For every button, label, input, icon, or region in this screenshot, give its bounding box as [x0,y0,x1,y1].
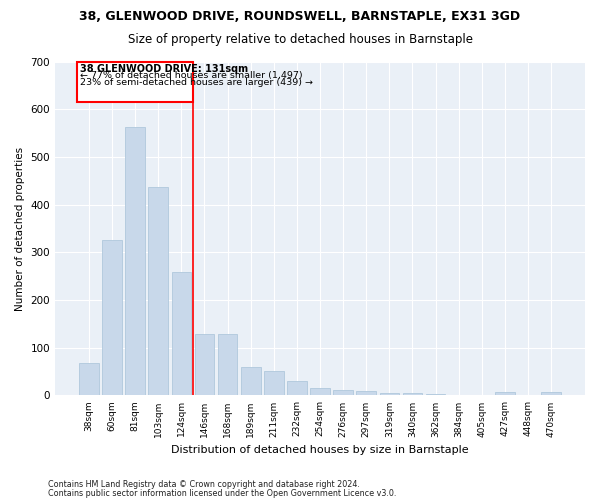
Bar [148,187,168,396]
Text: Size of property relative to detached houses in Barnstaple: Size of property relative to detached ho… [128,32,473,46]
Text: 38, GLENWOOD DRIVE, ROUNDSWELL, BARNSTAPLE, EX31 3GD: 38, GLENWOOD DRIVE, ROUNDSWELL, BARNSTAP… [79,10,521,23]
Y-axis label: Number of detached properties: Number of detached properties [15,146,25,310]
Text: Contains public sector information licensed under the Open Government Licence v3: Contains public sector information licen… [48,489,397,498]
Bar [79,363,99,396]
Bar [287,381,307,396]
Text: 23% of semi-detached houses are larger (439) →: 23% of semi-detached houses are larger (… [80,78,313,87]
Bar [356,390,376,396]
Bar [541,392,561,396]
Bar [102,240,122,396]
Bar [172,272,191,396]
Bar [380,393,399,396]
Text: ← 77% of detached houses are smaller (1,497): ← 77% of detached houses are smaller (1,… [80,71,302,80]
Bar [264,370,284,396]
Bar [77,62,193,102]
Bar [241,367,260,396]
Bar [403,393,422,396]
Text: Contains HM Land Registry data © Crown copyright and database right 2024.: Contains HM Land Registry data © Crown c… [48,480,360,489]
Bar [310,388,330,396]
Bar [125,128,145,396]
Bar [218,334,238,396]
Bar [194,334,214,396]
Bar [426,394,445,396]
Text: 38 GLENWOOD DRIVE: 131sqm: 38 GLENWOOD DRIVE: 131sqm [80,64,248,74]
Bar [495,392,515,396]
X-axis label: Distribution of detached houses by size in Barnstaple: Distribution of detached houses by size … [171,445,469,455]
Bar [334,390,353,396]
